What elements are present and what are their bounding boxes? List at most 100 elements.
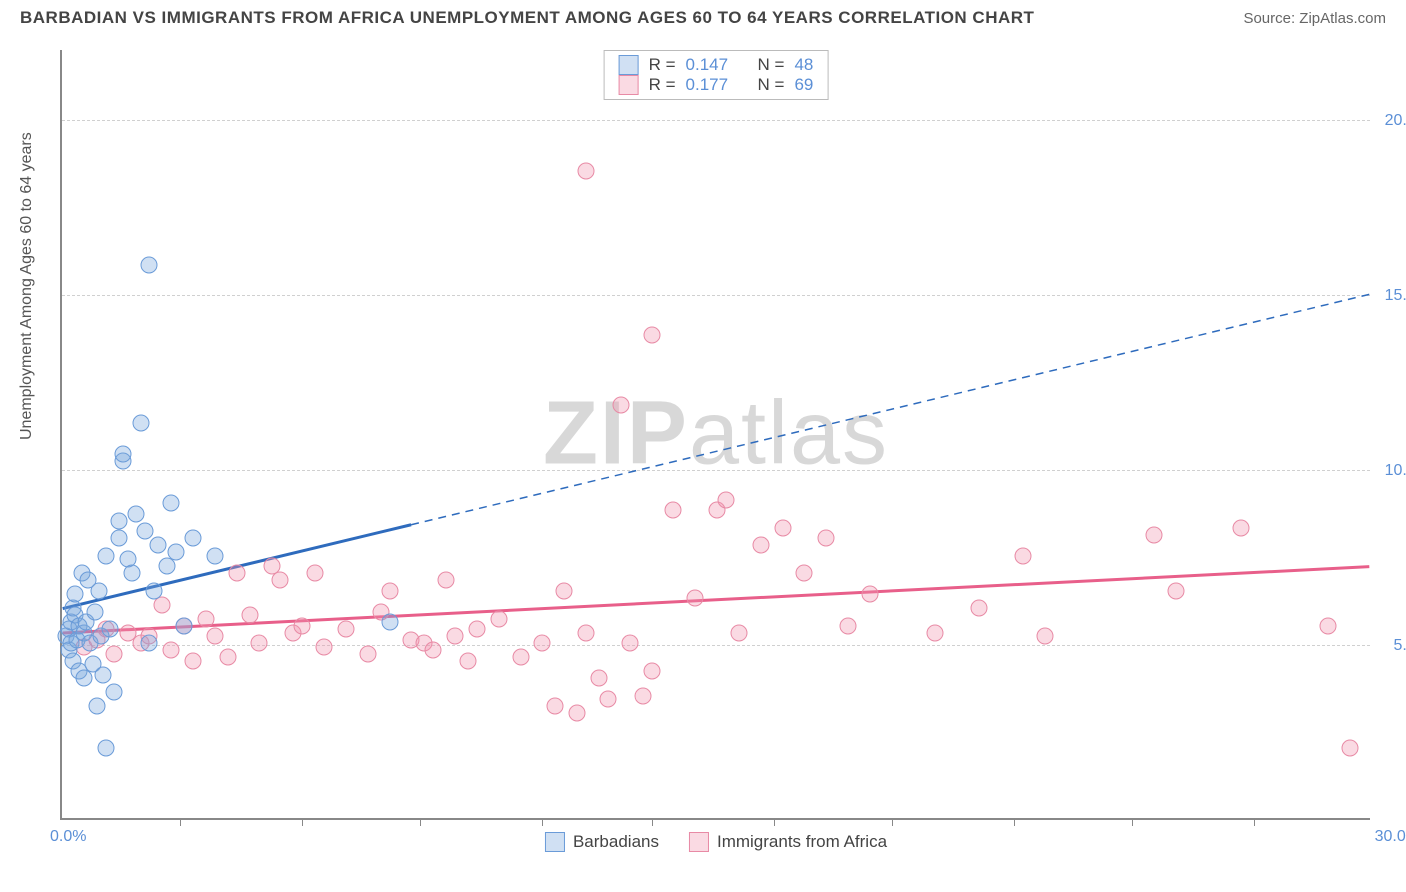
data-point	[438, 572, 455, 589]
data-point	[91, 582, 108, 599]
data-point	[381, 614, 398, 631]
data-point	[468, 621, 485, 638]
swatch-barbadians	[619, 55, 639, 75]
data-point	[634, 687, 651, 704]
data-point	[110, 530, 127, 547]
gridline: 15.0%	[62, 295, 1370, 296]
x-tick	[180, 818, 181, 826]
data-point	[86, 603, 103, 620]
data-point	[123, 565, 140, 582]
x-tick	[542, 818, 543, 826]
data-point	[818, 530, 835, 547]
data-point	[163, 495, 180, 512]
data-point	[115, 446, 132, 463]
data-point	[1320, 617, 1337, 634]
data-point	[163, 642, 180, 659]
data-point	[612, 397, 629, 414]
data-point	[927, 624, 944, 641]
data-point	[687, 589, 704, 606]
data-point	[578, 624, 595, 641]
trend-lines	[62, 50, 1370, 818]
data-point	[206, 547, 223, 564]
data-point	[272, 572, 289, 589]
data-point	[381, 582, 398, 599]
data-point	[774, 519, 791, 536]
data-point	[97, 740, 114, 757]
data-point	[185, 530, 202, 547]
swatch-africa-bottom	[689, 832, 709, 852]
data-point	[556, 582, 573, 599]
x-tick	[652, 818, 653, 826]
y-axis-label: Unemployment Among Ages 60 to 64 years	[18, 132, 36, 440]
data-point	[643, 327, 660, 344]
x-tick	[302, 818, 303, 826]
data-point	[294, 617, 311, 634]
data-point	[752, 537, 769, 554]
data-point	[228, 565, 245, 582]
legend-item-africa: Immigrants from Africa	[689, 832, 887, 852]
data-point	[1145, 526, 1162, 543]
data-point	[730, 624, 747, 641]
x-tick	[1014, 818, 1015, 826]
y-tick-label: 10.0%	[1385, 462, 1406, 480]
data-point	[141, 635, 158, 652]
x-tick	[1254, 818, 1255, 826]
stats-row-africa: R = 0.177 N = 69	[619, 75, 814, 95]
chart-title: BARBADIAN VS IMMIGRANTS FROM AFRICA UNEM…	[20, 8, 1034, 28]
data-point	[569, 705, 586, 722]
data-point	[154, 596, 171, 613]
data-point	[796, 565, 813, 582]
data-point	[132, 414, 149, 431]
stats-legend-box: R = 0.147 N = 48 R = 0.177 N = 69	[604, 50, 829, 100]
chart-plot-area: ZIPatlas 5.0%10.0%15.0%20.0% R = 0.147 N…	[60, 50, 1370, 820]
data-point	[337, 621, 354, 638]
x-tick	[1132, 818, 1133, 826]
bottom-legend: Barbadians Immigrants from Africa	[545, 832, 887, 852]
y-tick-label: 5.0%	[1394, 637, 1406, 655]
y-tick-label: 20.0%	[1385, 112, 1406, 130]
data-point	[67, 586, 84, 603]
data-point	[136, 523, 153, 540]
data-point	[219, 649, 236, 666]
stats-row-barbadians: R = 0.147 N = 48	[619, 55, 814, 75]
data-point	[97, 547, 114, 564]
data-point	[1167, 582, 1184, 599]
legend-item-barbadians: Barbadians	[545, 832, 659, 852]
data-point	[534, 635, 551, 652]
data-point	[591, 670, 608, 687]
data-point	[861, 586, 878, 603]
data-point	[185, 652, 202, 669]
data-point	[167, 544, 184, 561]
data-point	[717, 491, 734, 508]
data-point	[447, 628, 464, 645]
x-tick	[774, 818, 775, 826]
data-point	[250, 635, 267, 652]
data-point	[643, 663, 660, 680]
source-label: Source: ZipAtlas.com	[1243, 10, 1386, 27]
swatch-africa	[619, 75, 639, 95]
data-point	[106, 684, 123, 701]
data-point	[88, 698, 105, 715]
data-point	[1014, 547, 1031, 564]
data-point	[840, 617, 857, 634]
data-point	[490, 610, 507, 627]
data-point	[106, 645, 123, 662]
data-point	[150, 537, 167, 554]
data-point	[599, 691, 616, 708]
x-tick	[892, 818, 893, 826]
data-point	[198, 610, 215, 627]
data-point	[547, 698, 564, 715]
data-point	[359, 645, 376, 662]
y-tick-label: 15.0%	[1385, 287, 1406, 305]
data-point	[206, 628, 223, 645]
data-point	[665, 502, 682, 519]
x-axis-origin-label: 0.0%	[50, 828, 86, 846]
data-point	[307, 565, 324, 582]
data-point	[95, 666, 112, 683]
data-point	[971, 600, 988, 617]
data-point	[145, 582, 162, 599]
data-point	[128, 505, 145, 522]
data-point	[621, 635, 638, 652]
data-point	[425, 642, 442, 659]
x-tick	[420, 818, 421, 826]
